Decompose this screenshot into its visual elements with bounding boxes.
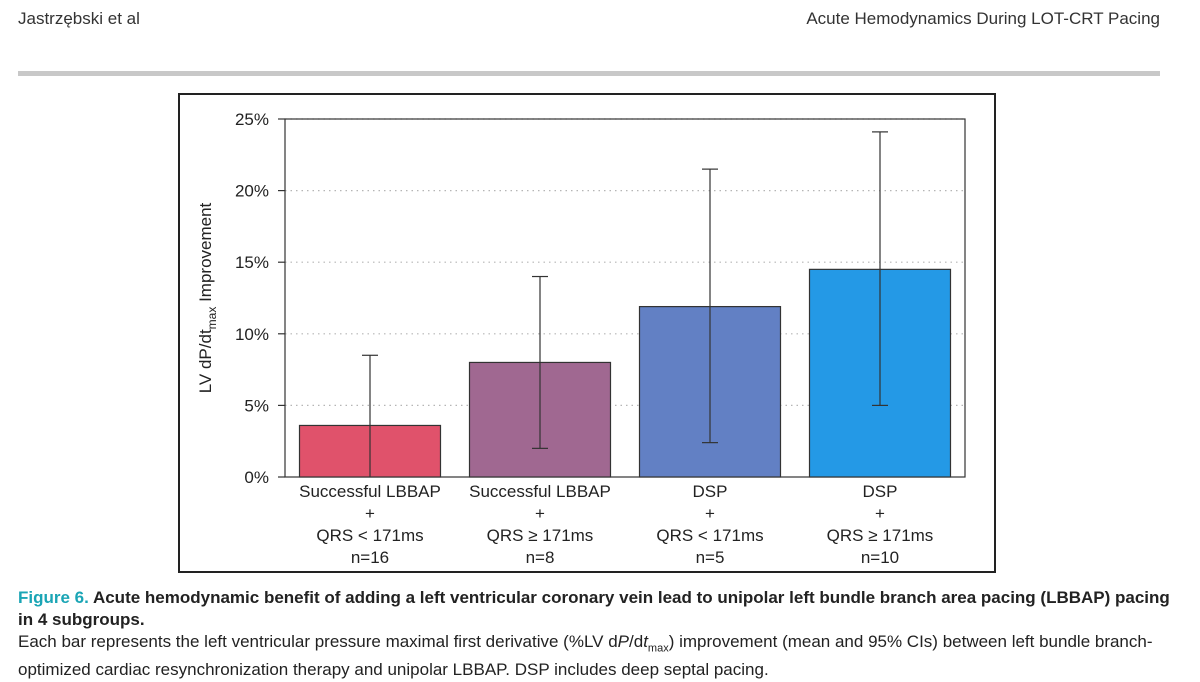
plot-area-frame — [284, 118, 966, 478]
caption-title: Acute hemodynamic benefit of adding a le… — [18, 588, 1170, 629]
y-tick-label: 25% — [235, 110, 269, 129]
header-divider — [18, 71, 1160, 76]
bar-chart: 0% 5% 10% 15% 20% 25% LV dP/dtmax Improvement S… — [196, 110, 966, 567]
x-category-label: DSP — [863, 482, 898, 501]
caption-body: Each bar represents the left ventricular… — [18, 632, 1153, 680]
x-category-label: DSP — [693, 482, 728, 501]
x-category-label: QRS ≥ 171ms — [487, 526, 594, 545]
figure-frame: 0% 5% 10% 15% 20% 25% LV dP/dtmax Improvement S… — [178, 93, 996, 573]
header-authors: Jastrzębski et al — [18, 9, 140, 28]
y-tick-label: 20% — [235, 182, 269, 201]
x-category-label: QRS < 171ms — [316, 526, 423, 545]
y-axis-label: LV dP/dtmax Improvement — [196, 202, 219, 393]
caption-label: Figure 6. — [18, 588, 89, 607]
header-running-title: Acute Hemodynamics During LOT-CRT Pacing — [806, 9, 1160, 28]
x-category-label: + — [705, 504, 715, 523]
figure-caption: Figure 6. Acute hemodynamic benefit of a… — [18, 587, 1178, 681]
x-category-label: n=16 — [351, 548, 389, 567]
y-tick-label: 10% — [235, 325, 269, 344]
x-category-label: n=10 — [861, 548, 899, 567]
x-category-label: QRS ≥ 171ms — [827, 526, 934, 545]
x-category-label: Successful LBBAP — [299, 482, 441, 501]
x-category-label: + — [535, 504, 545, 523]
y-tick-label: 15% — [235, 253, 269, 272]
x-category-label: n=8 — [526, 548, 555, 567]
y-tick-label: 0% — [244, 468, 269, 487]
x-category-label: QRS < 171ms — [656, 526, 763, 545]
x-category-label: + — [875, 504, 885, 523]
x-category-label: n=5 — [696, 548, 725, 567]
x-category-label: + — [365, 504, 375, 523]
x-category-label: Successful LBBAP — [469, 482, 611, 501]
y-tick-label: 5% — [244, 396, 269, 415]
